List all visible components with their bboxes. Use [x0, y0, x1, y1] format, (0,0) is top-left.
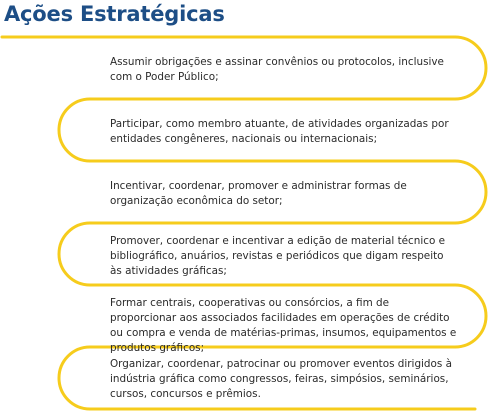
curve-left-4 — [57, 221, 92, 287]
page-title: Ações Estratégicas — [4, 2, 225, 26]
list-item: Formar centrais, cooperativas ou consórc… — [110, 297, 457, 354]
list-item: Incentivar, coordenar, promover e admini… — [110, 180, 407, 207]
list-item: Promover, coordenar e incentivar a ediçã… — [110, 235, 445, 277]
list-item: Organizar, coordenar, patrocinar ou prom… — [110, 358, 452, 400]
curve-left-6 — [57, 345, 92, 411]
curve-right-3 — [453, 159, 488, 225]
curve-right-1 — [453, 35, 488, 101]
list-item: Assumir obrigações e assinar convênios o… — [110, 56, 444, 83]
curve-left-2 — [57, 97, 92, 163]
list-item: Participar, como membro atuante, de ativ… — [110, 118, 449, 145]
curve-right-5 — [453, 283, 488, 349]
